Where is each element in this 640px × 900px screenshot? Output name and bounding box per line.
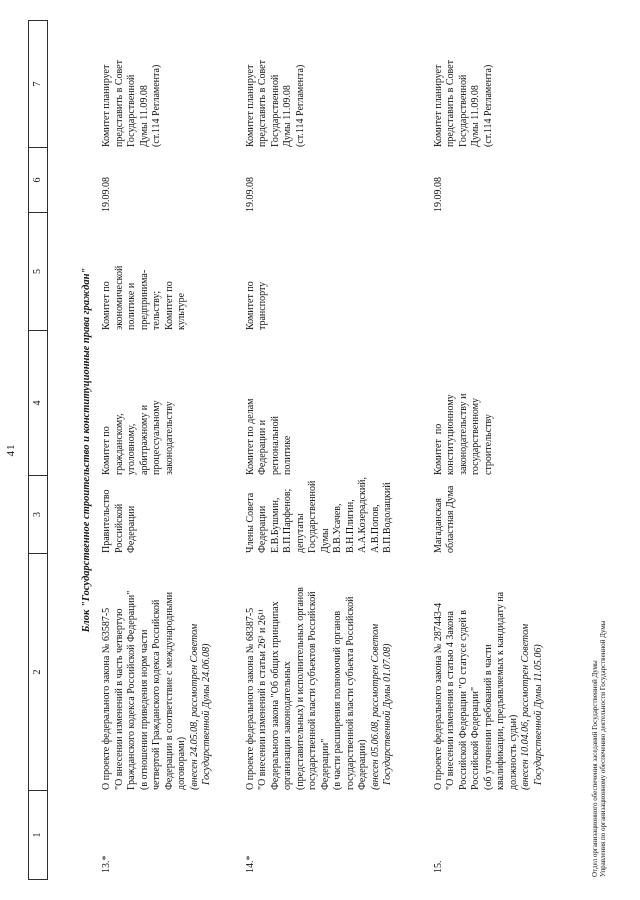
header-cell-4: 4 bbox=[28, 330, 48, 475]
bill-description: О проекте федерального закона № 63587-5 … bbox=[101, 590, 187, 790]
review-date-cell: 19.09.08 bbox=[244, 177, 256, 212]
committee-plan-cell: Комитет планирует представить в Совет Го… bbox=[101, 60, 162, 147]
page-number: 41 bbox=[5, 443, 17, 457]
responsible-committee-cell: Комитет по делам Федерации и регионально… bbox=[244, 398, 294, 475]
row-number-cell: 15. bbox=[432, 860, 444, 874]
header-cell-5: 5 bbox=[28, 212, 48, 330]
footer-note: Отдел организационного обеспечения засед… bbox=[591, 621, 608, 877]
header-cell-1: 1 bbox=[28, 790, 48, 880]
bill-title-cell: О проекте федерального закона № 68387-5 … bbox=[245, 553, 395, 790]
bill-schedule-table: 1 2 3 4 5 6 7 Блок "Государственное стро… bbox=[28, 20, 545, 880]
bill-title-cell: О проекте федерального закона № 287443-4… bbox=[433, 553, 546, 790]
bill-note: (внесен 10.04.06, рассмотрен Советом Гос… bbox=[520, 623, 544, 790]
bill-title-cell: О проекте федерального закона № 63587-5 … bbox=[101, 553, 214, 790]
co-committee-cell: Комитет по экономической политике и пред… bbox=[101, 265, 187, 330]
footer-line-1: Отдел организационного обеспечения засед… bbox=[591, 660, 599, 877]
bill-description: О проекте федерального закона № 68387-5 … bbox=[244, 587, 369, 790]
review-date-cell: 19.09.08 bbox=[101, 177, 112, 212]
committee-plan-cell: Комитет планирует представить в Совет Го… bbox=[432, 60, 494, 147]
initiator-cell: Магаданская областная Дума bbox=[432, 485, 457, 553]
responsible-committee-cell: Комитет по гражданскому, уголовному, арб… bbox=[101, 400, 175, 475]
table-row: 13.* О проекте федерального закона № 635… bbox=[101, 20, 214, 880]
header-cell-6: 6 bbox=[28, 147, 48, 212]
row-number-cell: 13.* bbox=[101, 855, 112, 874]
bill-note: (внесен 24.05.08, рассмотрен Советом Гос… bbox=[188, 623, 213, 790]
table-row: 15. О проекте федерального закона № 2874… bbox=[433, 20, 546, 880]
footer-line-2: Управления по организационному обеспечен… bbox=[599, 620, 608, 877]
initiator-cell: Правительство Российской Федерации bbox=[101, 489, 137, 553]
bill-description: О проекте федерального закона № 287443-4… bbox=[432, 591, 519, 790]
review-date-cell: 19.09.08 bbox=[432, 177, 444, 212]
table-header-row: 1 2 3 4 5 6 7 bbox=[28, 20, 48, 880]
table-row: 14.* О проекте федерального закона № 683… bbox=[245, 20, 395, 880]
initiator-cell: Члены Совета Федерации Е.В.Бушмин, В.П.П… bbox=[244, 476, 394, 553]
responsible-committee-cell: Комитет по конституционному законодатель… bbox=[432, 393, 494, 475]
row-number-cell: 14.* bbox=[244, 855, 256, 874]
header-cell-7: 7 bbox=[28, 20, 48, 147]
committee-plan-cell: Комитет планирует представить в Совет Го… bbox=[244, 60, 306, 147]
co-committee-cell: Комитет по транспорту bbox=[244, 281, 269, 330]
header-cell-3: 3 bbox=[28, 475, 48, 553]
header-cell-2: 2 bbox=[28, 553, 48, 790]
bill-note: (внесен 05.06.08, рассмотрен Советом Гос… bbox=[369, 623, 394, 790]
section-title: Блок "Государственное строительство и ко… bbox=[81, 267, 92, 633]
